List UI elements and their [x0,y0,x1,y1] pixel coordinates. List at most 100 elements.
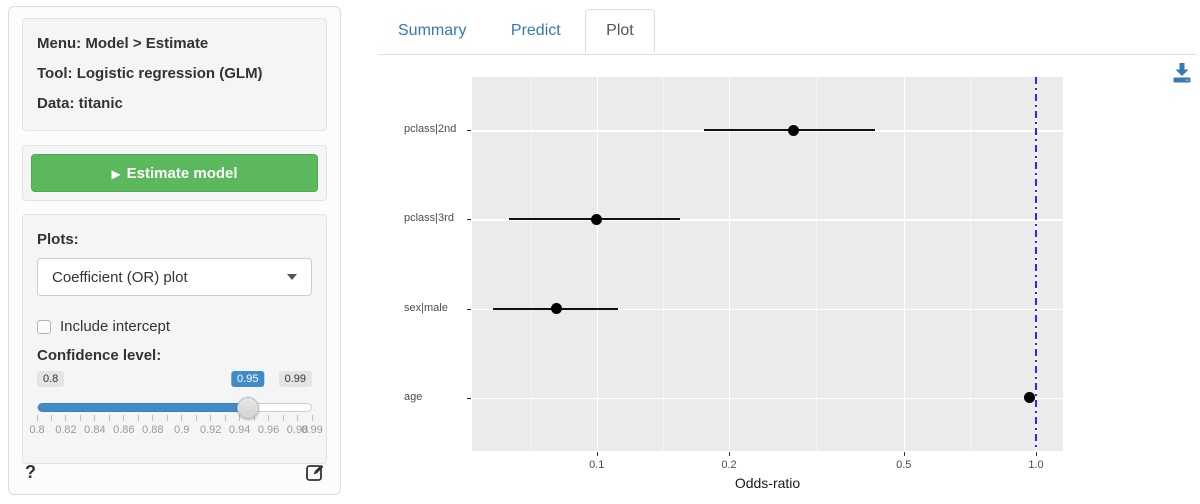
plot-panel [472,77,1063,451]
slider-tick [268,415,270,421]
gridline-minor [662,77,664,451]
help-button[interactable]: ? [25,462,36,482]
slider-min-label: 0.8 [37,371,65,387]
pencil-square-icon [306,464,324,481]
download-plot-button[interactable] [1170,60,1196,86]
gridline-major [472,219,1063,221]
gridline-minor [816,77,818,451]
slider-tick-label: 0.92 [199,424,222,436]
slider-tick-label: 0.84 [84,424,106,436]
slider-tick [282,415,284,421]
slider-tick [181,415,183,421]
x-axis-tick-label: 1.0 [1028,459,1044,471]
slider-tick [224,415,226,421]
plot-type-selected-value: Coefficient (OR) plot [52,268,188,286]
y-axis-label: pclass|2nd [404,123,457,136]
slider-tick [137,415,139,421]
gridline-minor [530,77,532,451]
slider-tick [50,415,52,421]
y-axis-tick [467,308,471,310]
odds-ratio-point [1023,392,1035,404]
slider-tick [253,415,255,421]
slider-tick [123,415,125,421]
x-axis-title: Odds-ratio [734,475,801,491]
slider-tick-label: 0.94 [228,424,251,436]
estimate-box: ▶ Estimate model [22,145,327,201]
slider-tick [79,415,81,421]
plots-label: Plots: [37,231,79,248]
y-axis-tick [467,219,471,221]
slider-max-label: 0.99 [278,371,312,387]
slider-tick-label: 0.99 [301,424,323,436]
y-axis-label: pclass|3rd [404,212,454,225]
y-axis-label: sex|male [404,301,448,314]
x-axis-tick-label: 0.5 [896,459,912,471]
slider-tick-label: 0.8 [29,424,45,436]
reference-line [1035,77,1037,451]
menu-info: Menu: Model > Estimate [37,35,209,52]
x-axis-tick [1036,452,1037,456]
x-axis-tick-label: 0.1 [589,459,605,471]
slider-ticks [36,415,313,422]
gridline-minor [969,77,971,451]
include-intercept-row[interactable]: Include intercept [37,318,312,335]
gridline-major [472,308,1063,310]
data-info: Data: titanic [37,95,123,112]
estimate-model-button[interactable]: ▶ Estimate model [31,154,318,192]
slider-tick-label: 0.9 [174,424,190,436]
slider-tick [152,415,154,421]
slider-tick [239,415,241,421]
odds-ratio-point [551,303,563,315]
slider-track[interactable] [37,403,312,412]
odds-ratio-plot: pclass|2nd pclass|3rd sex|male age 0.1 0.2 0.5… [375,60,1196,500]
sidebar-footer: ? [23,462,326,486]
sidebar: Menu: Model > Estimate Tool: Logistic re… [8,6,341,495]
plot-controls-box: Plots: Coefficient (OR) plot Include int… [22,214,327,464]
gridline-major [472,397,1063,399]
edit-report-button[interactable] [305,462,326,488]
y-axis-tick [467,130,471,132]
slider-tick [297,415,299,421]
slider-tick-labels: 0.8 0.82 0.84 0.86 0.88 0.9 0.92 0.94 0.96 0.98 0.… [29,424,322,438]
estimate-model-label: Estimate model [126,164,238,182]
confidence-level-label: Confidence level: [37,347,162,364]
x-axis-tick [903,452,905,456]
slider-tick-label: 0.86 [113,424,135,436]
slider-tick [195,415,197,421]
plot-type-select[interactable]: Coefficient (OR) plot [37,258,312,296]
slider-tick [166,415,168,421]
slider-tick-label: 0.96 [257,424,280,436]
y-axis-label: age [404,390,423,403]
chevron-down-icon [287,274,297,280]
tool-info: Tool: Logistic regression (GLM) [37,65,263,82]
slider-tick [65,415,67,421]
slider-tick [210,415,212,421]
slider-tick [94,415,96,421]
slider-tick [311,415,313,421]
model-info-box: Menu: Model > Estimate Tool: Logistic re… [22,18,327,131]
tab-predict[interactable]: Predict [510,22,561,39]
gridline-major [596,77,599,451]
gridline-major [903,77,906,451]
x-axis-tick [728,452,730,456]
slider-tick-label: 0.82 [55,424,77,436]
download-icon [1173,63,1191,83]
include-intercept-checkbox[interactable] [37,319,51,334]
gridline-major [728,77,731,451]
confidence-slider: 0.8 0.95 0.99 0.8 0.82 0.84 0.86 0.88 0.9 0.92… [29,371,323,459]
slider-tick-label: 0.98 [286,424,309,436]
odds-ratio-point [591,213,603,225]
odds-ratio-point [787,124,799,136]
x-axis-tick-label: 0.2 [721,459,737,471]
slider-handle[interactable] [236,397,259,419]
tab-plot[interactable]: Plot [585,9,655,53]
tab-summary[interactable]: Summary [398,22,467,39]
slider-value-badge: 0.95 [231,371,265,387]
slider-tick [36,415,38,421]
y-axis-tick [467,397,471,399]
play-icon: ▶ [111,166,121,181]
tab-bar: Summary Predict Plot [378,8,1196,55]
slider-tick-label: 0.88 [142,424,164,436]
include-intercept-label: Include intercept [60,318,171,335]
x-axis-tick [596,452,598,456]
